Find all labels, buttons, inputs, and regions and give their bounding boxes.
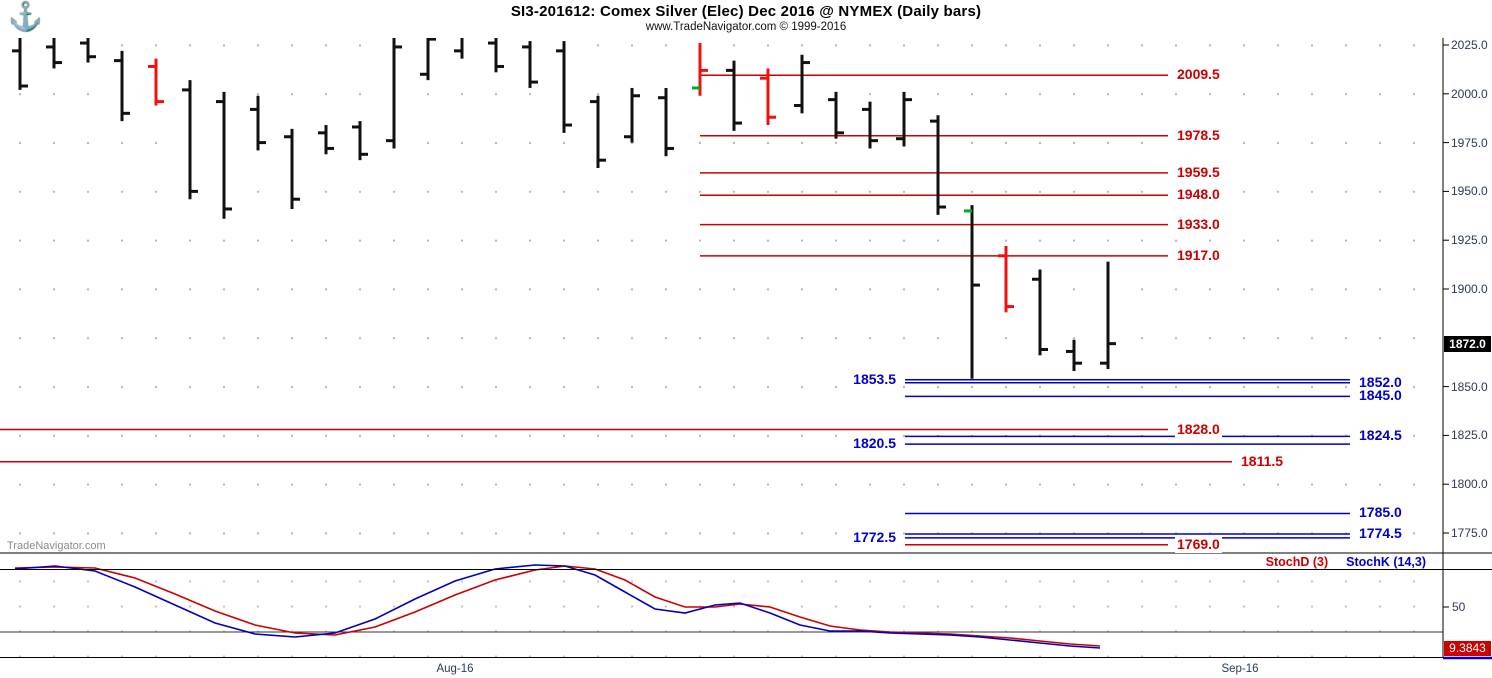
support-level-label[interactable]: 1845.0 (1357, 387, 1404, 405)
support-level-label[interactable]: 1772.5 (851, 528, 898, 546)
time-axis-label: Sep-16 (1221, 663, 1259, 675)
stoch-panel-grid-dots (0, 570, 1443, 658)
stoch-legend: StochD (3) StochK (14,3) (1266, 555, 1426, 569)
resistance-level-label[interactable]: 1917.0 (1175, 246, 1222, 264)
support-level-label[interactable]: 1853.5 (851, 370, 898, 388)
resistance-level-label[interactable]: 1811.5 (1239, 452, 1286, 470)
price-axis-tick: 1825.0 (1451, 428, 1488, 443)
watermark-text: TradeNavigator.com (7, 540, 106, 552)
support-level-label[interactable]: 1852.0 (1357, 373, 1404, 391)
support-level-label[interactable]: 1785.0 (1357, 504, 1404, 522)
price-axis-tick: 1775.0 (1451, 526, 1488, 540)
chart-subtitle: www.TradeNavigator.com © 1999-2016 (645, 21, 847, 33)
stochk-legend-label[interactable]: StochK (14,3) (1346, 555, 1426, 569)
resistance-level-label[interactable]: 1948.0 (1175, 186, 1222, 204)
price-axis-tick: 2025.0 (1451, 38, 1488, 52)
stochd-legend-label[interactable]: StochD (3) (1265, 555, 1329, 569)
stoch-value-box: 9.3843 (1444, 641, 1491, 656)
resistance-level-label[interactable]: 1769.0 (1175, 535, 1222, 553)
price-axis-tick: 1800.0 (1451, 477, 1488, 492)
resistance-level-label[interactable]: 1828.0 (1175, 420, 1222, 438)
tradenavigator-logo-icon[interactable]: ⚓ (8, 1, 43, 32)
price-axis-tick: 1975.0 (1451, 135, 1488, 150)
resistance-level-label[interactable]: 1933.0 (1175, 215, 1222, 233)
main-chart-grid-dots (0, 38, 1443, 553)
price-axis-tick: 1925.0 (1451, 233, 1488, 248)
resistance-level-label[interactable]: 2009.5 (1175, 66, 1222, 84)
time-axis-label: Aug-16 (436, 663, 474, 675)
current-price-box: 1872.0 (1444, 336, 1491, 352)
support-level-label[interactable]: 1820.5 (851, 435, 898, 453)
resistance-level-label[interactable]: 1959.5 (1175, 163, 1222, 181)
price-axis-tick: 2000.0 (1451, 86, 1488, 101)
price-axis-tick: 1900.0 (1451, 282, 1488, 296)
price-axis-tick: 1850.0 (1451, 379, 1488, 394)
resistance-level-label[interactable]: 1978.5 (1175, 126, 1222, 144)
stoch-axis-tick-50: 50 (1452, 600, 1466, 614)
price-axis-tick: 1950.0 (1451, 184, 1488, 199)
support-level-label[interactable]: 1774.5 (1357, 524, 1404, 542)
chart-header: SI3-201612: Comex Silver (Elec) Dec 2016… (0, 0, 1492, 38)
chart-title: SI3-201612: Comex Silver (Elec) Dec 2016… (510, 3, 982, 20)
support-level-label[interactable]: 1824.5 (1357, 427, 1404, 445)
